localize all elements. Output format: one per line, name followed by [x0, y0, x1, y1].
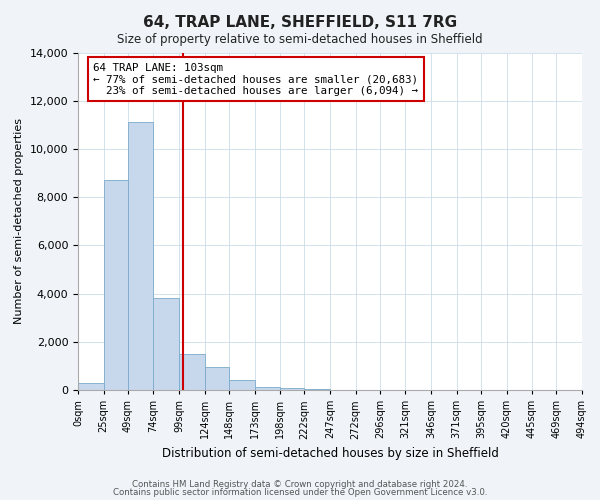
Bar: [205, 367, 229, 390]
Bar: [128, 122, 154, 390]
Text: Size of property relative to semi-detached houses in Sheffield: Size of property relative to semi-detach…: [117, 32, 483, 46]
Bar: [304, 388, 330, 390]
Text: Contains HM Land Registry data © Crown copyright and database right 2024.: Contains HM Land Registry data © Crown c…: [132, 480, 468, 489]
Bar: [104, 180, 128, 390]
Text: Contains public sector information licensed under the Open Government Licence v3: Contains public sector information licen…: [113, 488, 487, 497]
Bar: [280, 388, 304, 390]
Bar: [229, 380, 254, 390]
Bar: [78, 383, 104, 390]
Bar: [179, 354, 205, 390]
Text: 64 TRAP LANE: 103sqm
← 77% of semi-detached houses are smaller (20,683)
  23% of: 64 TRAP LANE: 103sqm ← 77% of semi-detac…: [93, 62, 418, 96]
X-axis label: Distribution of semi-detached houses by size in Sheffield: Distribution of semi-detached houses by …: [161, 447, 499, 460]
Y-axis label: Number of semi-detached properties: Number of semi-detached properties: [14, 118, 24, 324]
Bar: [154, 298, 179, 390]
Text: 64, TRAP LANE, SHEFFIELD, S11 7RG: 64, TRAP LANE, SHEFFIELD, S11 7RG: [143, 15, 457, 30]
Bar: [254, 387, 280, 390]
